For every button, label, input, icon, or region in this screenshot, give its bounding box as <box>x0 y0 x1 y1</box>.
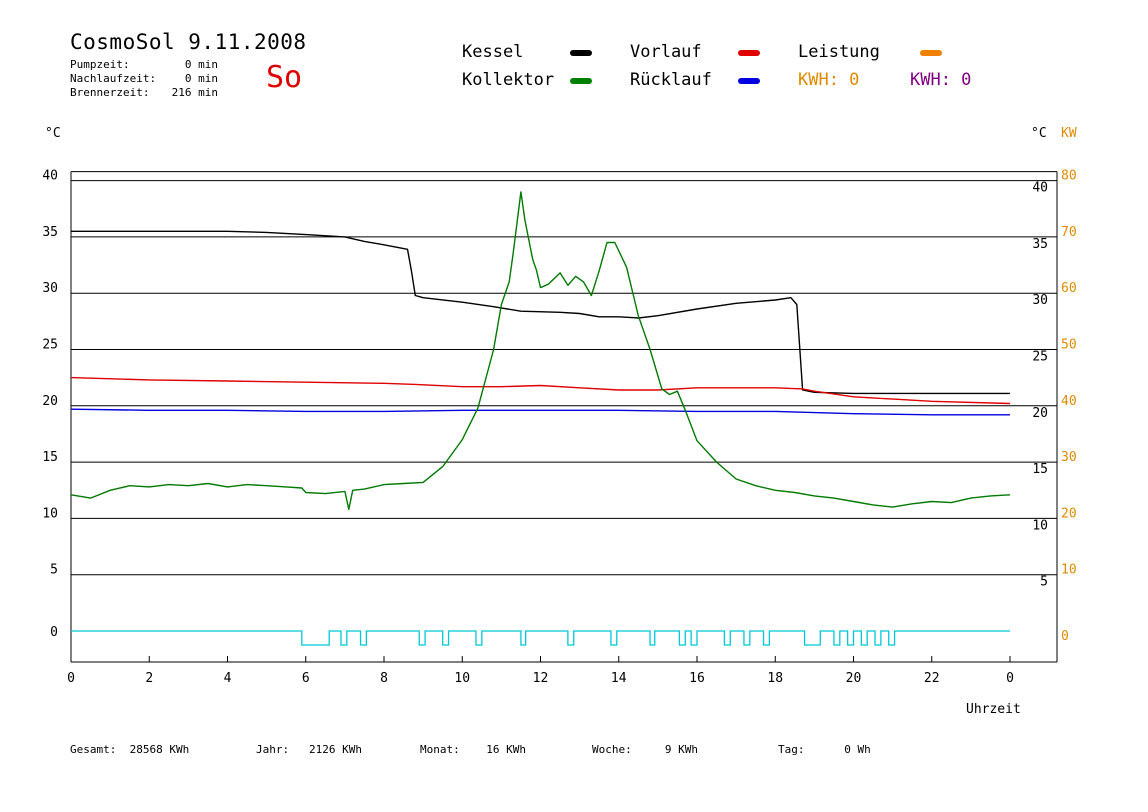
y-kw-tick-label: 80 <box>1061 169 1077 184</box>
y-kw-tick-label: 30 <box>1061 450 1077 465</box>
footer-monat: Monat: 16 KWh <box>420 743 526 756</box>
x-tick-label: 0 <box>67 671 75 686</box>
y-kw-tick-label: 70 <box>1061 225 1077 240</box>
y-left-tick-label: 5 <box>50 563 58 578</box>
footer-jahr: Jahr: 2126 KWh <box>256 743 362 756</box>
kwh-orange: KWH: 0 <box>798 70 860 90</box>
x-tick-label: 2 <box>145 671 153 686</box>
stat-label-nachlaufzeit: Nachlaufzeit: <box>70 72 157 85</box>
y-left-tick-label: 0 <box>50 625 58 640</box>
legend-leistung-swatch <box>920 50 942 56</box>
legend-kessel-swatch <box>570 50 592 56</box>
footer-tag: Tag: 0 Wh <box>778 743 871 756</box>
series-line-kessel <box>71 230 1010 395</box>
series-line-rcklauf <box>70 408 1010 416</box>
y-right-tick-label: 10 <box>1032 518 1048 533</box>
legend-ruecklauf-swatch <box>738 78 760 84</box>
x-axis-label: Uhrzeit <box>966 702 1021 717</box>
y-left-tick-label: 15 <box>42 450 58 465</box>
left-axis-unit: °C <box>45 126 61 141</box>
legend-kollektor-label: Kollektor <box>462 70 555 90</box>
y-right-tick-label: 5 <box>1040 575 1048 590</box>
y-right-tick-label: 30 <box>1032 293 1048 308</box>
stat-label-pumpzeit: Pumpzeit: <box>70 58 130 71</box>
x-tick-label: 16 <box>689 671 705 686</box>
pulse-series-line <box>71 630 1010 646</box>
kwh-purple: KWH: 0 <box>910 70 972 90</box>
legend-leistung-label: Leistung <box>798 42 880 62</box>
stat-label-brennerzeit: Brennerzeit: <box>70 86 150 99</box>
y-right-tick-label: 40 <box>1032 181 1048 196</box>
x-tick-label: 20 <box>846 671 862 686</box>
stat-value-nachlaufzeit: 0 min <box>184 72 218 85</box>
x-tick-label: 4 <box>224 671 232 686</box>
y-kw-tick-label: 0 <box>1061 629 1069 644</box>
y-kw-tick-label: 60 <box>1061 281 1077 296</box>
legend-kollektor-swatch <box>570 78 592 84</box>
weekday-label: So <box>266 60 303 95</box>
y-kw-tick-label: 50 <box>1061 338 1077 353</box>
right-axis-unit: °C <box>1031 126 1047 141</box>
x-tick-label: 12 <box>533 671 549 686</box>
legend-ruecklauf-label: Rücklauf <box>630 70 712 90</box>
right-kw-unit: KW <box>1061 126 1077 141</box>
x-tick-label: 18 <box>767 671 783 686</box>
chart-title: CosmoSol 9.11.2008 <box>70 30 307 54</box>
series-line-vorlauf <box>70 376 1011 405</box>
y-left-tick-label: 25 <box>42 338 58 353</box>
stat-value-pumpzeit: 0 min <box>184 58 218 71</box>
legend-vorlauf-swatch <box>738 50 760 56</box>
legend-vorlauf-label: Vorlauf <box>630 42 702 62</box>
y-left-tick-label: 40 <box>42 169 58 184</box>
y-left-tick-label: 35 <box>42 225 58 240</box>
series-line-kollektor <box>70 191 1011 511</box>
footer-gesamt: Gesamt: 28568 KWh <box>70 743 190 756</box>
y-right-tick-label: 35 <box>1032 237 1048 252</box>
stat-value-brennerzeit: 216 min <box>171 86 218 99</box>
y-right-tick-label: 15 <box>1032 462 1048 477</box>
x-tick-label: 22 <box>924 671 940 686</box>
y-left-tick-label: 30 <box>42 281 58 296</box>
y-left-tick-label: 10 <box>42 506 58 521</box>
y-kw-tick-label: 40 <box>1061 394 1077 409</box>
y-right-tick-label: 20 <box>1032 406 1048 421</box>
legend-kessel-label: Kessel <box>462 42 524 62</box>
footer-woche: Woche: 9 KWh <box>592 743 698 756</box>
y-kw-tick-label: 10 <box>1061 563 1077 578</box>
y-right-tick-label: 25 <box>1032 350 1048 365</box>
x-tick-label: 14 <box>611 671 627 686</box>
x-tick-label: 0 <box>1006 671 1014 686</box>
x-tick-label: 8 <box>380 671 388 686</box>
x-tick-label: 6 <box>302 671 310 686</box>
y-kw-tick-label: 20 <box>1061 506 1077 521</box>
y-left-tick-label: 20 <box>42 394 58 409</box>
x-tick-label: 10 <box>454 671 470 686</box>
